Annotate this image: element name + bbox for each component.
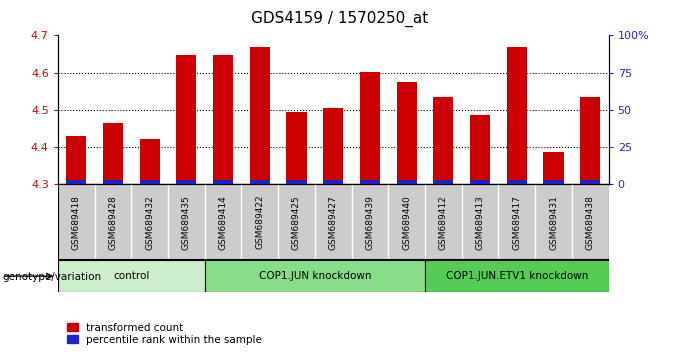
- Text: GSM689427: GSM689427: [328, 195, 338, 250]
- Text: COP1.JUN knockdown: COP1.JUN knockdown: [258, 271, 371, 281]
- Text: GSM689414: GSM689414: [218, 195, 228, 250]
- Text: GSM689418: GSM689418: [71, 195, 81, 250]
- Bar: [213, 55, 233, 184]
- Bar: [103, 123, 123, 184]
- Bar: [66, 179, 86, 184]
- Text: GDS4159 / 1570250_at: GDS4159 / 1570250_at: [252, 11, 428, 27]
- Bar: [507, 179, 527, 184]
- Bar: [507, 47, 527, 184]
- Bar: [58, 260, 205, 292]
- Bar: [176, 55, 197, 184]
- Text: GSM689435: GSM689435: [182, 195, 191, 250]
- Bar: [250, 47, 270, 184]
- Bar: [323, 179, 343, 184]
- Text: GSM689431: GSM689431: [549, 195, 558, 250]
- Bar: [360, 72, 380, 184]
- Bar: [139, 179, 160, 184]
- Bar: [543, 153, 564, 184]
- Bar: [470, 115, 490, 184]
- Bar: [360, 179, 380, 184]
- Bar: [250, 179, 270, 184]
- Bar: [396, 179, 417, 184]
- Text: GSM689417: GSM689417: [512, 195, 522, 250]
- Bar: [66, 136, 86, 184]
- Bar: [213, 179, 233, 184]
- Bar: [103, 179, 123, 184]
- Bar: [580, 97, 600, 184]
- Text: genotype/variation: genotype/variation: [2, 272, 101, 282]
- Bar: [543, 179, 564, 184]
- Text: GSM689422: GSM689422: [255, 195, 265, 250]
- Bar: [323, 108, 343, 184]
- Text: GSM689439: GSM689439: [365, 195, 375, 250]
- Bar: [396, 82, 417, 184]
- Bar: [470, 179, 490, 184]
- Bar: [425, 260, 609, 292]
- Text: GSM689413: GSM689413: [475, 195, 485, 250]
- Text: GSM689425: GSM689425: [292, 195, 301, 250]
- Bar: [580, 179, 600, 184]
- Bar: [139, 139, 160, 184]
- Bar: [433, 97, 454, 184]
- Text: GSM689428: GSM689428: [108, 195, 118, 250]
- Bar: [205, 260, 425, 292]
- Text: GSM689440: GSM689440: [402, 195, 411, 250]
- Bar: [286, 112, 307, 184]
- Text: GSM689432: GSM689432: [145, 195, 154, 250]
- Bar: [176, 179, 197, 184]
- Bar: [433, 179, 454, 184]
- Legend: transformed count, percentile rank within the sample: transformed count, percentile rank withi…: [63, 318, 266, 349]
- Text: GSM689438: GSM689438: [585, 195, 595, 250]
- Bar: [286, 179, 307, 184]
- Text: GSM689412: GSM689412: [439, 195, 448, 250]
- Text: COP1.JUN.ETV1 knockdown: COP1.JUN.ETV1 knockdown: [445, 271, 588, 281]
- Text: control: control: [113, 271, 150, 281]
